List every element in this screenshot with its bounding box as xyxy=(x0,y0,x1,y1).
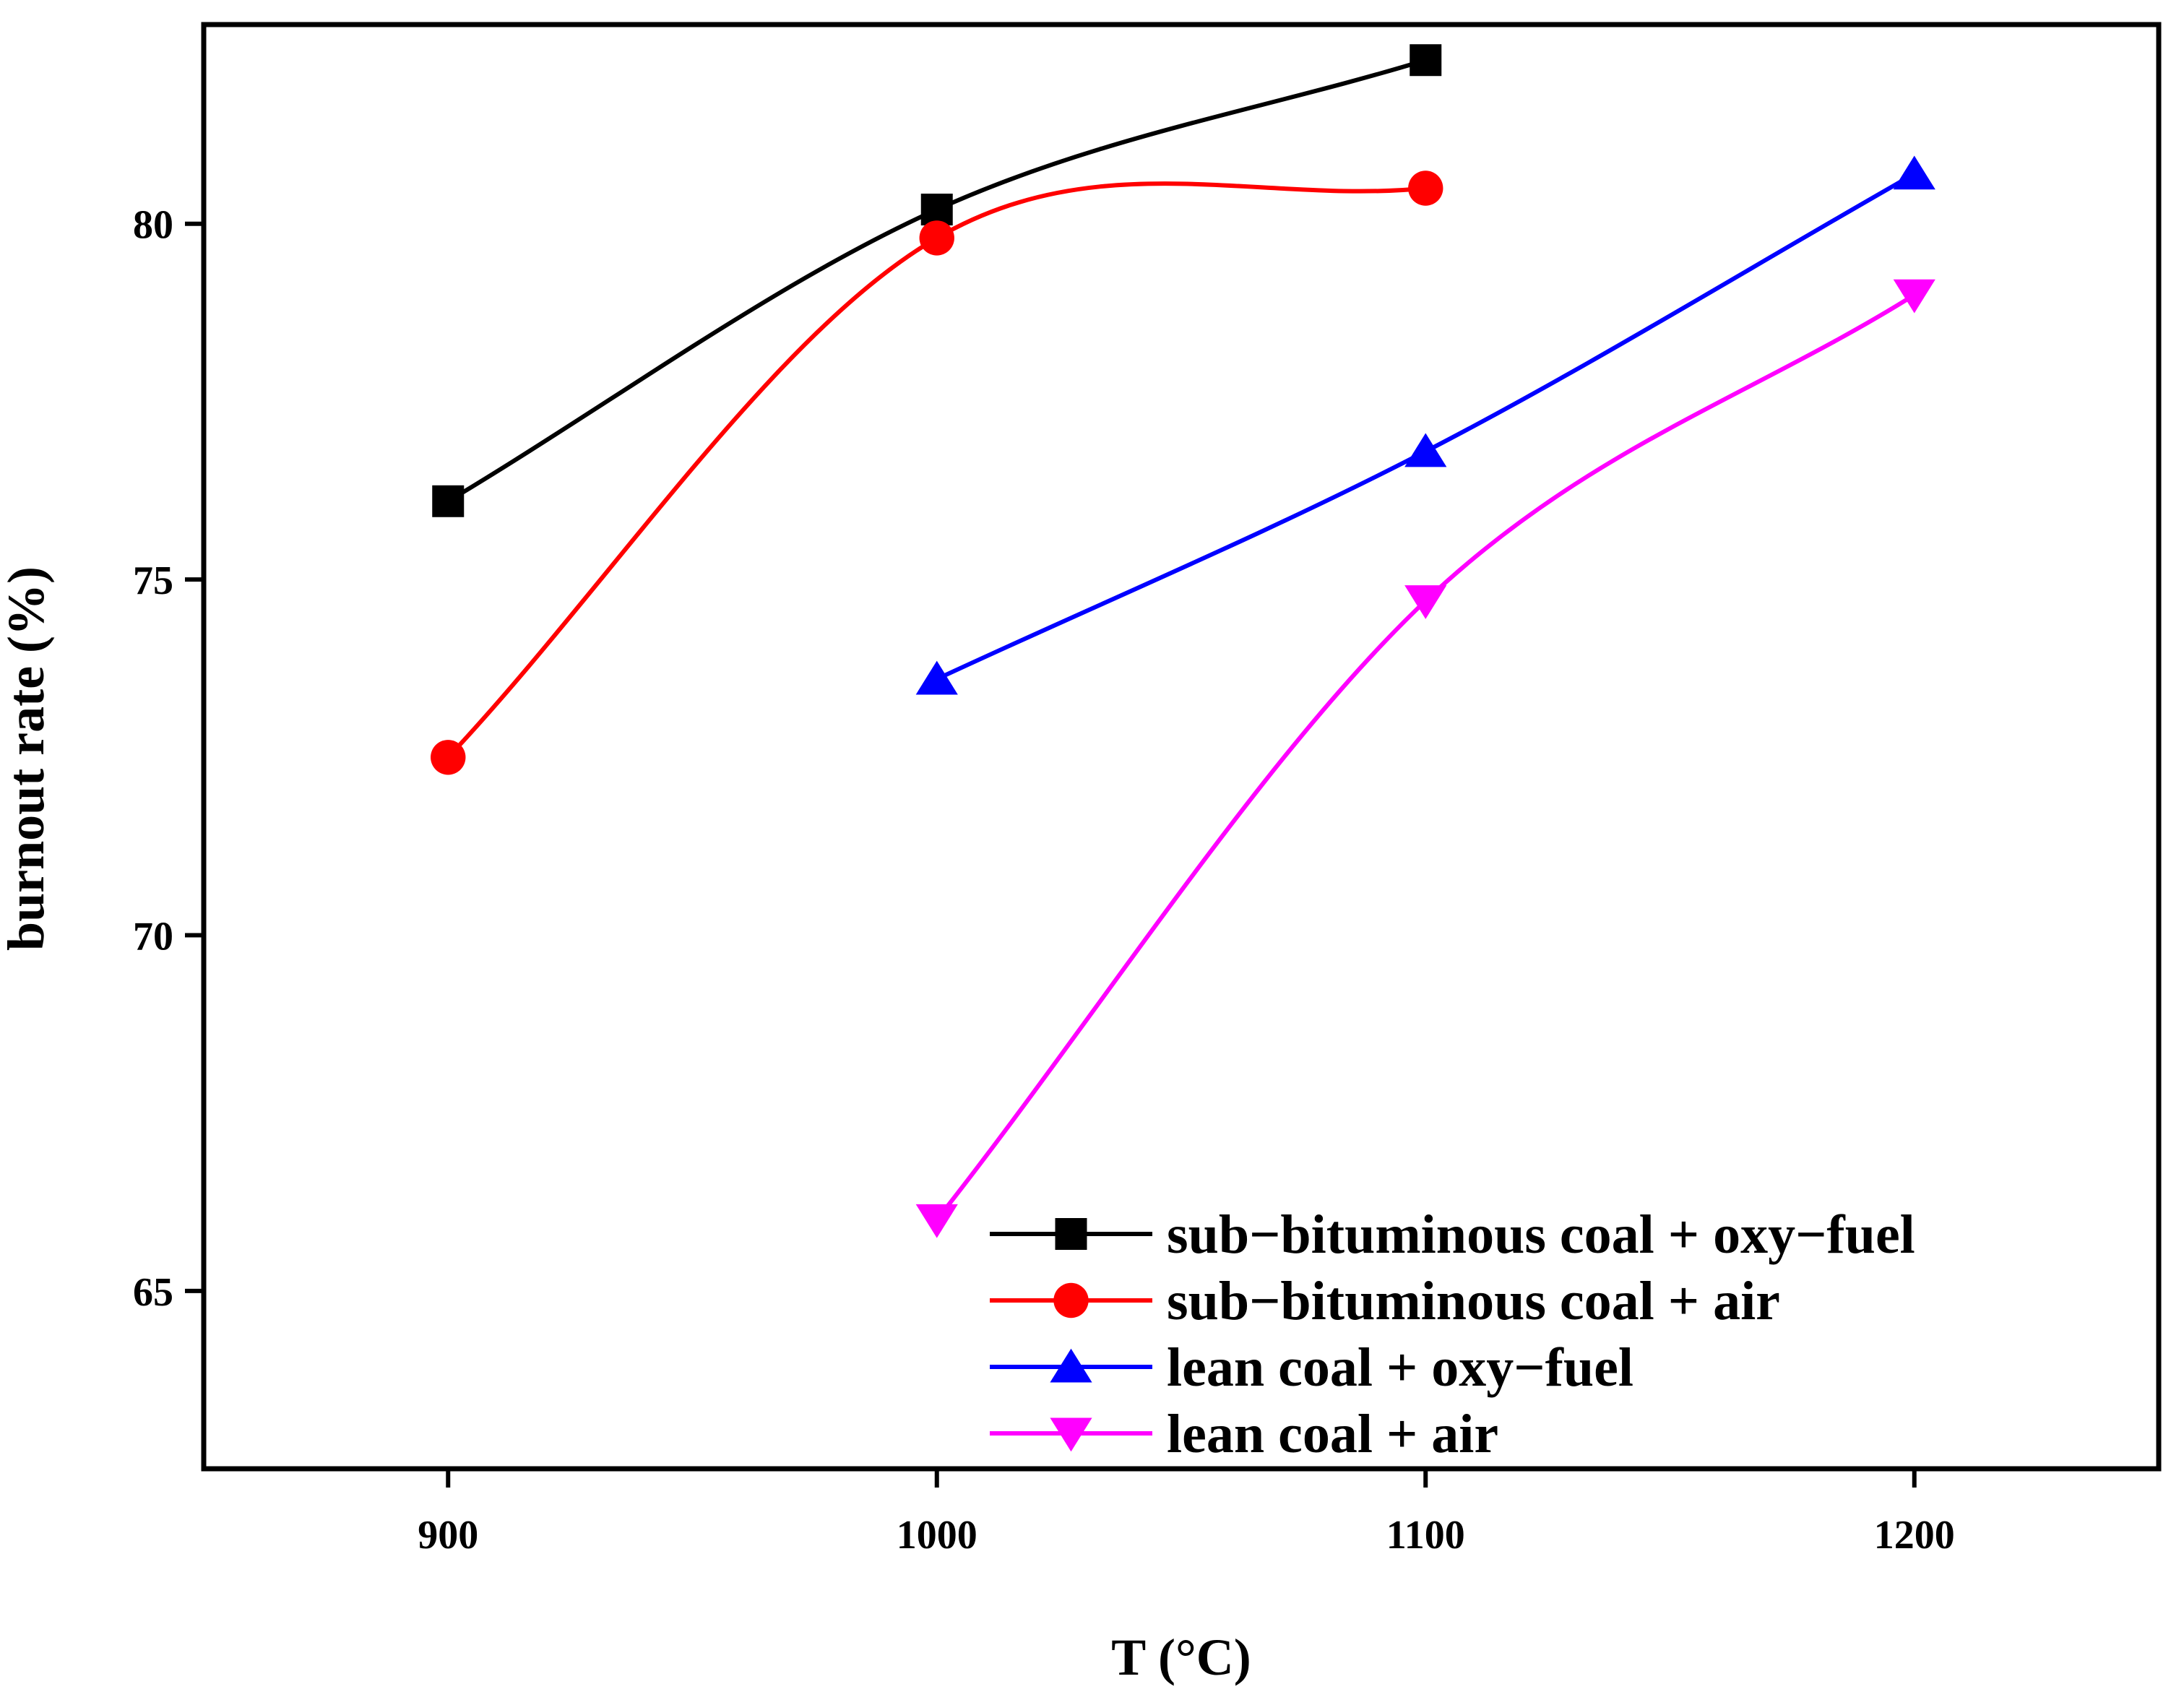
data-point-s3-2 xyxy=(1404,433,1447,467)
y-tick-label: 80 xyxy=(133,203,173,248)
legend-label-3: lean coal + oxy−fuel xyxy=(1167,1337,1633,1398)
series-line-4 xyxy=(935,293,1916,1222)
x-tick-label: 1000 xyxy=(897,1513,977,1558)
x-axis-ticks: 900 1000 1100 1200 xyxy=(418,1469,1955,1558)
legend-label-1: sub−bituminous coal + oxy−fuel xyxy=(1167,1204,1915,1265)
y-axis-title: burnout rate (%) xyxy=(0,566,55,951)
y-tick-label: 65 xyxy=(133,1270,173,1315)
data-point-s2-3 xyxy=(1408,170,1443,206)
legend-marker-1 xyxy=(1055,1218,1087,1250)
plot-frame xyxy=(201,22,2162,1472)
legend-marker-3 xyxy=(1050,1348,1092,1383)
x-tick-label: 900 xyxy=(418,1513,478,1558)
data-point-s4-1 xyxy=(915,1204,958,1238)
series-line-2 xyxy=(446,181,1426,759)
data-point-s1-2 xyxy=(920,194,953,226)
data-point-s1-3 xyxy=(1410,44,1442,77)
legend-label-2: sub−bituminous coal + air xyxy=(1167,1271,1780,1331)
data-point-s4-2 xyxy=(1404,585,1447,619)
y-axis-ticks: 65 70 75 80 xyxy=(133,203,204,1315)
legend-marker-2 xyxy=(1053,1282,1089,1318)
data-point-s2-1 xyxy=(431,740,466,775)
x-tick-label: 1100 xyxy=(1386,1513,1465,1558)
series-markers xyxy=(431,44,1935,1238)
legend-marker-4 xyxy=(1050,1417,1092,1452)
x-axis-title: T (°C) xyxy=(1111,1628,1251,1686)
data-point-s4-3 xyxy=(1893,279,1935,314)
legend-label-4: lean coal + air xyxy=(1167,1404,1498,1464)
y-tick-label: 70 xyxy=(133,914,173,959)
x-tick-label: 1200 xyxy=(1874,1513,1955,1558)
y-tick-label: 75 xyxy=(133,558,173,603)
data-point-s2-2 xyxy=(919,220,954,256)
data-point-s3-3 xyxy=(1893,155,1935,190)
data-point-s3-1 xyxy=(915,660,958,695)
legend: sub−bituminous coal + oxy−fuelsub−bitumi… xyxy=(990,1204,1915,1464)
data-point-s1-1 xyxy=(432,485,465,517)
